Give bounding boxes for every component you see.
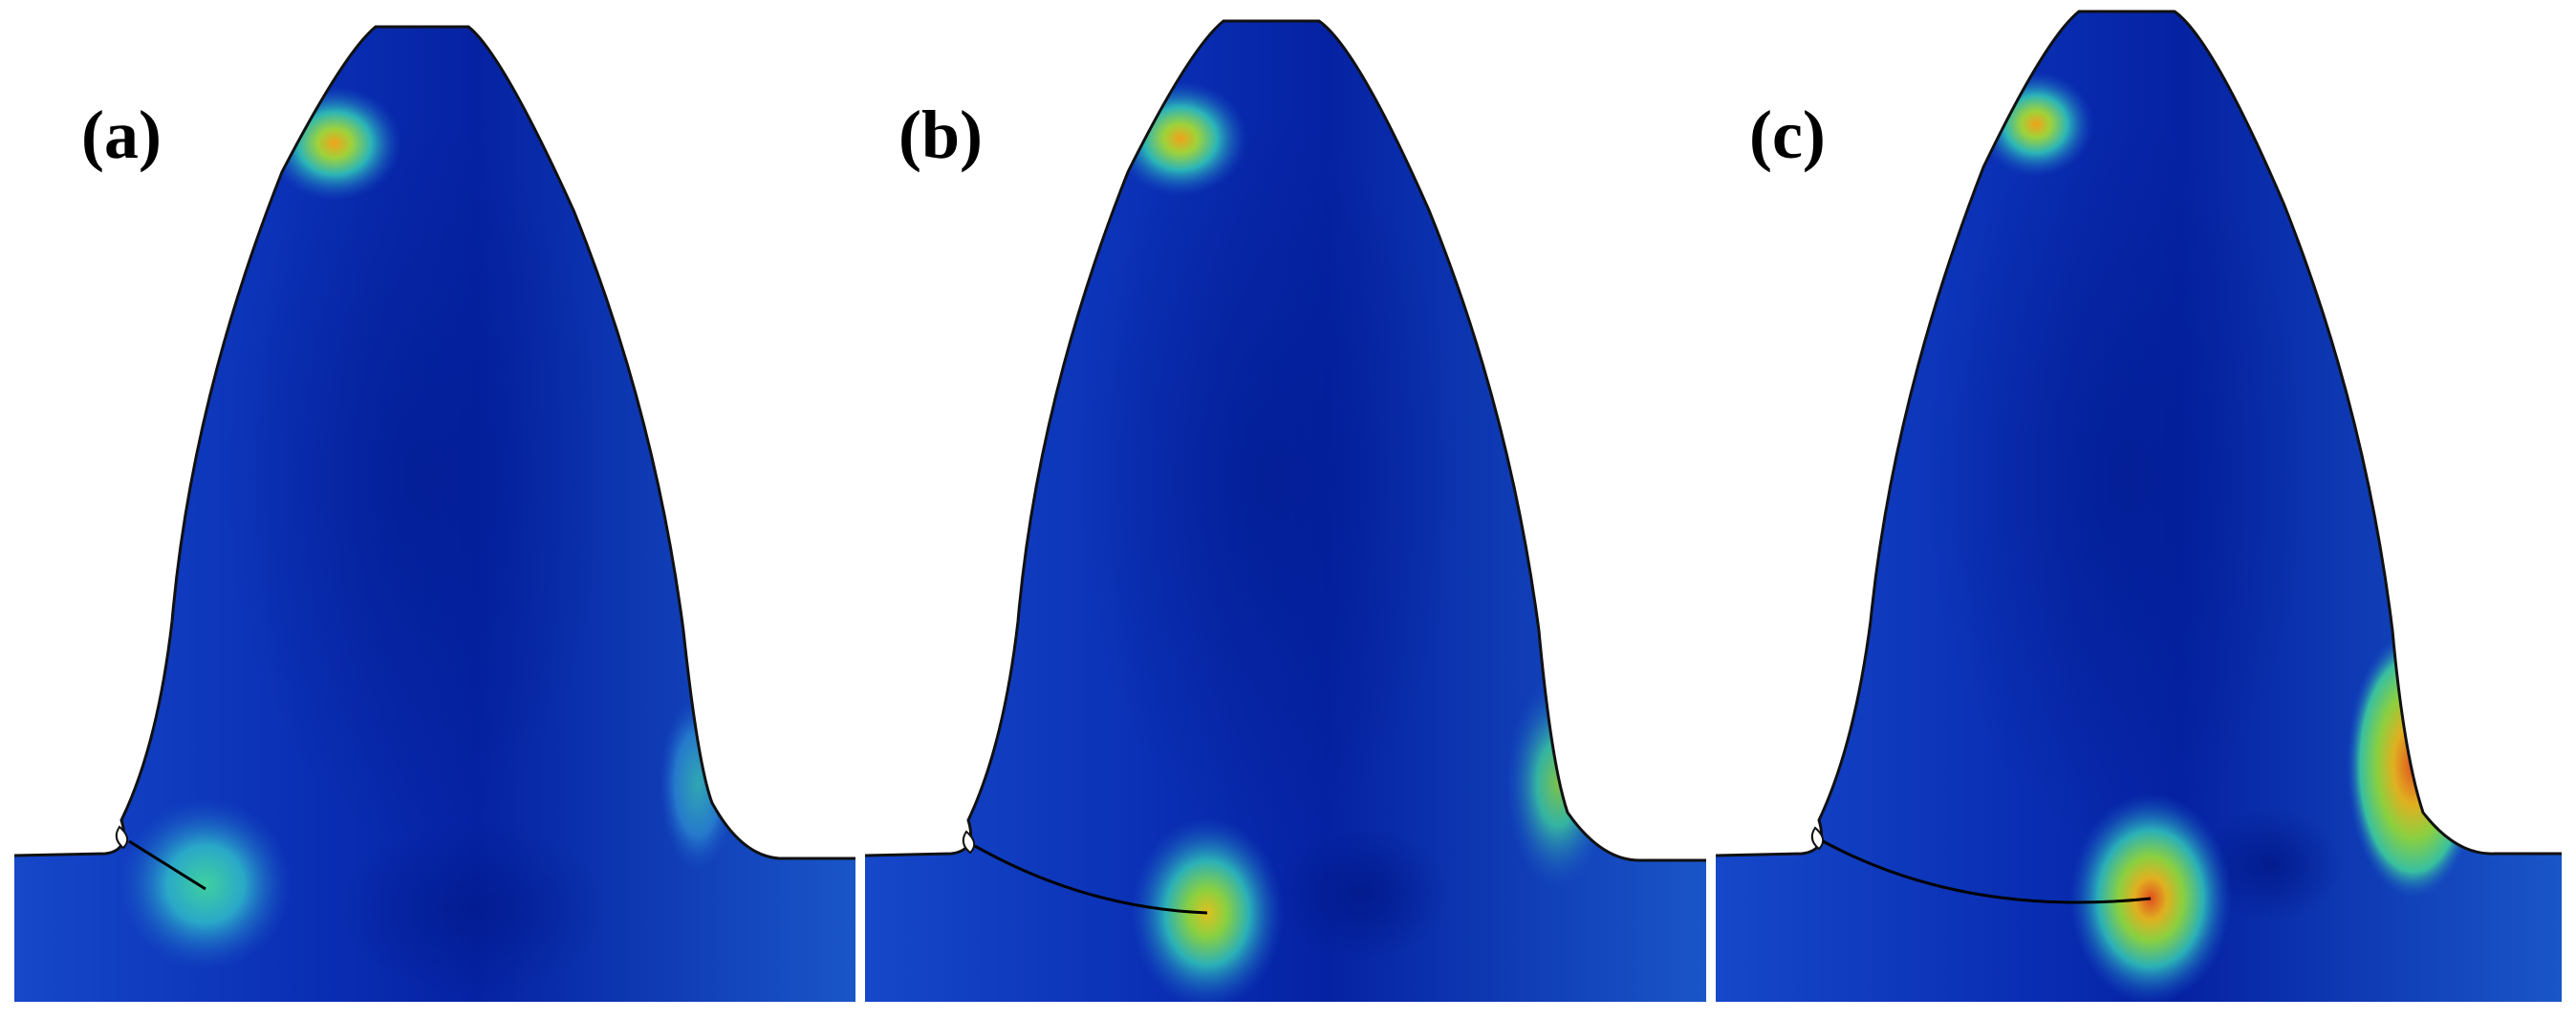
panel-b: (b) — [865, 0, 1706, 1019]
crack-path — [974, 844, 1208, 915]
gear-tooth-stress-plot-b — [865, 19, 1706, 1002]
fillet-notch — [962, 830, 976, 855]
tooth-outline — [14, 25, 855, 860]
panel-c: (c) — [1716, 0, 2562, 1019]
fillet-notch — [1810, 826, 1825, 851]
tooth-outline — [865, 19, 1706, 862]
panel-label-b: (b) — [898, 97, 983, 173]
panel-a: (a) — [14, 0, 855, 1019]
tooth-outline — [1716, 10, 2562, 857]
gear-tooth-stress-plot-c — [1716, 10, 2562, 1002]
gear-tooth-stress-plot-a — [14, 25, 855, 1002]
fillet-notch — [115, 825, 129, 850]
crack-path — [1822, 839, 2152, 904]
panel-label-a: (a) — [81, 97, 162, 173]
crack-path — [128, 839, 206, 891]
panel-label-c: (c) — [1749, 97, 1826, 173]
